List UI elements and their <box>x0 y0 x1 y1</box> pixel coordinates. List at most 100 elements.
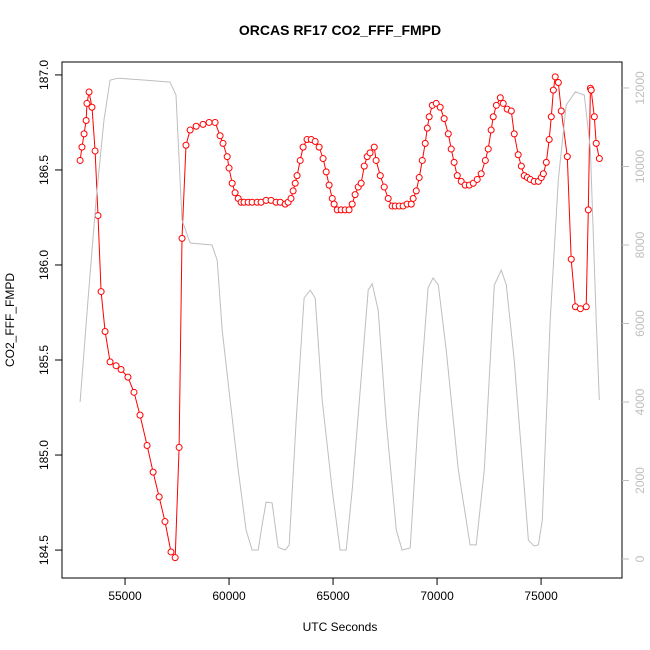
y2-tick-label: 0 <box>633 555 647 562</box>
data-point <box>487 126 495 134</box>
data-point <box>161 518 169 526</box>
data-point <box>539 170 547 178</box>
data-point <box>223 153 231 161</box>
data-point <box>557 107 565 115</box>
data-point <box>549 86 557 94</box>
data-point <box>178 234 186 242</box>
data-point <box>149 468 157 476</box>
data-point <box>551 73 559 81</box>
y2-tick-label: 2000 <box>633 467 647 494</box>
data-point <box>311 137 319 145</box>
data-point <box>175 443 183 451</box>
data-point <box>542 158 550 166</box>
data-point <box>563 153 571 161</box>
data-point <box>450 158 458 166</box>
data-point <box>94 212 102 220</box>
data-point <box>447 145 455 153</box>
series-line <box>79 77 600 551</box>
data-point <box>155 493 163 501</box>
plot-box <box>61 61 623 579</box>
data-point <box>370 143 378 151</box>
data-point <box>425 113 433 121</box>
data-point <box>595 155 603 163</box>
data-point <box>205 118 213 126</box>
data-point <box>423 124 431 132</box>
data-point <box>85 88 93 96</box>
data-point <box>412 187 420 195</box>
data-point <box>489 113 497 121</box>
data-point <box>477 170 485 178</box>
data-point <box>514 151 522 159</box>
x-tick-label: 75000 <box>524 589 558 603</box>
data-point <box>415 174 423 182</box>
y-tick-label: 185.0 <box>37 440 51 470</box>
x-tick-label: 60000 <box>212 589 246 603</box>
data-point <box>418 156 426 164</box>
y2-tick-label: 12000 <box>633 71 647 105</box>
data-point <box>554 79 562 87</box>
data-point <box>407 200 415 208</box>
data-point <box>484 145 492 153</box>
data-point <box>409 194 417 202</box>
y-tick-label: 185.5 <box>37 345 51 375</box>
data-point <box>587 86 595 94</box>
data-point <box>496 94 504 102</box>
data-point <box>440 115 448 123</box>
data-point <box>330 200 338 208</box>
data-point <box>547 113 555 121</box>
data-point <box>319 155 327 163</box>
data-point <box>372 156 380 164</box>
data-point <box>453 172 461 180</box>
data-point <box>289 187 297 195</box>
data-point <box>366 149 374 157</box>
data-point <box>293 172 301 180</box>
data-point <box>143 442 151 450</box>
data-point <box>351 191 359 199</box>
y-tick-label: 186.5 <box>37 155 51 185</box>
data-point <box>545 136 553 144</box>
data-point <box>384 194 392 202</box>
data-point <box>192 122 200 130</box>
data-point <box>88 103 96 111</box>
data-point <box>499 99 507 107</box>
data-point <box>357 179 365 187</box>
x-tick-label: 55000 <box>108 589 142 603</box>
data-point <box>216 132 224 140</box>
data-point <box>299 143 307 151</box>
data-point <box>83 99 91 107</box>
y-tick-label: 184.5 <box>37 535 51 565</box>
data-point <box>97 288 105 296</box>
data-point <box>421 139 429 147</box>
y2-tick-label: 10000 <box>633 149 647 183</box>
y2-tick-label: 4000 <box>633 388 647 415</box>
data-point <box>328 194 336 202</box>
data-point <box>91 147 99 155</box>
data-point <box>592 139 600 147</box>
data-point <box>211 118 219 126</box>
data-point <box>567 255 575 263</box>
y-axis-label: CO2_FFF_FMPD <box>3 273 17 367</box>
data-point <box>348 200 356 208</box>
data-point <box>117 366 125 374</box>
data-point <box>360 162 368 170</box>
data-point <box>112 362 120 370</box>
data-point <box>345 206 353 214</box>
data-point <box>296 156 304 164</box>
data-point <box>199 120 207 128</box>
y2-tick-label: 6000 <box>633 310 647 337</box>
data-point <box>219 139 227 147</box>
data-point <box>76 156 84 164</box>
data-point <box>576 305 584 313</box>
data-point <box>492 101 500 109</box>
data-point <box>287 194 295 202</box>
data-point <box>186 126 194 134</box>
data-point <box>376 172 384 180</box>
data-point <box>171 554 179 562</box>
data-point <box>182 141 190 149</box>
data-point <box>507 107 515 115</box>
data-point <box>582 303 590 311</box>
data-point <box>322 168 330 176</box>
data-point <box>124 373 132 381</box>
data-point <box>101 327 109 335</box>
